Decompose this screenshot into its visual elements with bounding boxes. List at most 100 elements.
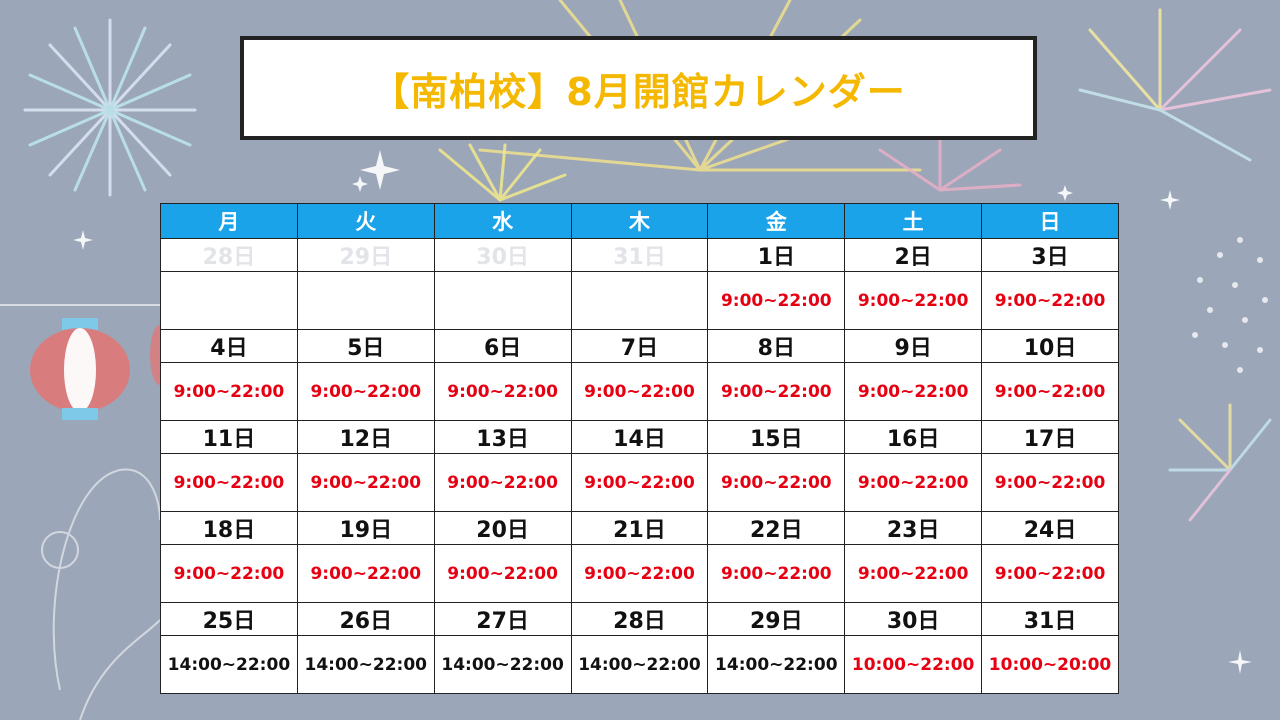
opening-hours-cell: 9:00~22:00 (433, 453, 572, 512)
date-cell: 27日 (433, 602, 572, 636)
august-calendar-table: 月 火 水 木 金 土 日 28日 29日 30日 31日 1日 2日 3日 9:00~22:… (160, 203, 1119, 694)
date-cell: 20日 (433, 511, 572, 545)
weekday-header-mon: 月 (160, 203, 298, 239)
date-row: 4日 5日 6日 7日 8日 9日 10日 (160, 329, 1119, 363)
date-cell: 31日 (570, 238, 709, 272)
opening-hours-cell (433, 271, 572, 330)
date-cell: 28日 (160, 238, 298, 272)
hours-row: 9:00~22:00 9:00~22:00 9:00~22:00 9:00~22:00… (160, 453, 1119, 512)
firework-burst-mid-right (878, 138, 1022, 192)
opening-hours-cell: 9:00~22:00 (160, 362, 298, 421)
date-cell: 13日 (433, 420, 572, 454)
date-cell: 8日 (707, 329, 846, 363)
opening-hours-cell: 9:00~22:00 (707, 362, 846, 421)
weekday-header-thu: 木 (570, 203, 709, 239)
date-cell: 23日 (844, 511, 983, 545)
firework-burst-center (438, 143, 567, 202)
opening-hours-cell: 9:00~22:00 (707, 453, 846, 512)
date-cell: 15日 (707, 420, 846, 454)
opening-hours-cell: 9:00~22:00 (844, 362, 983, 421)
date-cell: 17日 (981, 420, 1119, 454)
firework-burst-bottom-right (1168, 403, 1272, 522)
date-cell: 3日 (981, 238, 1119, 272)
opening-hours-cell: 9:00~22:00 (296, 453, 435, 512)
opening-hours-cell: 9:00~22:00 (160, 544, 298, 603)
opening-hours-cell (570, 271, 709, 330)
opening-hours-cell: 14:00~22:00 (160, 635, 298, 694)
date-cell: 4日 (160, 329, 298, 363)
opening-hours-cell: 9:00~22:00 (570, 544, 709, 603)
date-cell: 29日 (707, 602, 846, 636)
opening-hours-cell: 9:00~22:00 (981, 362, 1119, 421)
opening-hours-cell: 14:00~22:00 (433, 635, 572, 694)
date-cell: 29日 (296, 238, 435, 272)
weekday-header-sun: 日 (981, 203, 1119, 239)
page-title: 【南柏校】8月開館カレンダー (371, 69, 906, 114)
date-cell: 30日 (844, 602, 983, 636)
weekday-header-fri: 金 (707, 203, 846, 239)
hours-row: 9:00~22:00 9:00~22:00 9:00~22:00 (160, 271, 1119, 330)
opening-hours-cell (160, 271, 298, 330)
weekday-header-row: 月 火 水 木 金 土 日 (160, 203, 1119, 239)
opening-hours-cell: 9:00~22:00 (296, 544, 435, 603)
date-cell: 30日 (433, 238, 572, 272)
hours-row: 14:00~22:00 14:00~22:00 14:00~22:00 14:00~2… (160, 635, 1119, 694)
date-cell: 14日 (570, 420, 709, 454)
dot-firework-right (1192, 237, 1268, 373)
date-cell: 21日 (570, 511, 709, 545)
lantern-icon (0, 304, 170, 420)
date-cell: 2日 (844, 238, 983, 272)
date-cell: 24日 (981, 511, 1119, 545)
opening-hours-cell: 9:00~22:00 (160, 453, 298, 512)
date-cell: 18日 (160, 511, 298, 545)
hours-row: 9:00~22:00 9:00~22:00 9:00~22:00 9:00~22:00… (160, 544, 1119, 603)
opening-hours-cell: 9:00~22:00 (570, 362, 709, 421)
firework-burst-top-right (1078, 8, 1272, 162)
hours-row: 9:00~22:00 9:00~22:00 9:00~22:00 9:00~22:00… (160, 362, 1119, 421)
girl-line-drawing (41, 468, 161, 720)
opening-hours-cell: 9:00~22:00 (433, 544, 572, 603)
date-cell: 22日 (707, 511, 846, 545)
firework-burst-top-left (23, 18, 197, 197)
opening-hours-cell: 14:00~22:00 (707, 635, 846, 694)
opening-hours-cell: 9:00~22:00 (296, 362, 435, 421)
opening-hours-cell (296, 271, 435, 330)
date-cell: 9日 (844, 329, 983, 363)
calendar-body: 28日 29日 30日 31日 1日 2日 3日 9:00~22:00 9:00~22:00 9:… (160, 238, 1119, 694)
opening-hours-cell: 9:00~22:00 (707, 544, 846, 603)
date-cell: 11日 (160, 420, 298, 454)
date-cell: 7日 (570, 329, 709, 363)
opening-hours-cell: 10:00~22:00 (844, 635, 983, 694)
opening-hours-cell: 9:00~22:00 (981, 453, 1119, 512)
weekday-header-sat: 土 (844, 203, 983, 239)
opening-hours-cell: 9:00~22:00 (433, 362, 572, 421)
sparkle-icons (73, 150, 1252, 674)
opening-hours-cell: 9:00~22:00 (570, 453, 709, 512)
opening-hours-cell: 14:00~22:00 (570, 635, 709, 694)
date-cell: 5日 (296, 329, 435, 363)
date-cell: 10日 (981, 329, 1119, 363)
opening-hours-cell: 9:00~22:00 (981, 544, 1119, 603)
opening-hours-cell: 9:00~22:00 (981, 271, 1119, 330)
date-row: 18日 19日 20日 21日 22日 23日 24日 (160, 511, 1119, 545)
date-cell: 31日 (981, 602, 1119, 636)
date-cell: 1日 (707, 238, 846, 272)
title-banner: 【南柏校】8月開館カレンダー (240, 36, 1037, 140)
opening-hours-cell: 9:00~22:00 (707, 271, 846, 330)
date-row: 28日 29日 30日 31日 1日 2日 3日 (160, 238, 1119, 272)
weekday-header-wed: 水 (433, 203, 572, 239)
date-row: 11日 12日 13日 14日 15日 16日 17日 (160, 420, 1119, 454)
date-cell: 12日 (296, 420, 435, 454)
date-cell: 19日 (296, 511, 435, 545)
opening-hours-cell: 14:00~22:00 (296, 635, 435, 694)
date-row: 25日 26日 27日 28日 29日 30日 31日 (160, 602, 1119, 636)
opening-hours-cell: 9:00~22:00 (844, 453, 983, 512)
opening-hours-cell: 9:00~22:00 (844, 544, 983, 603)
opening-hours-cell: 10:00~20:00 (981, 635, 1119, 694)
date-cell: 28日 (570, 602, 709, 636)
date-cell: 6日 (433, 329, 572, 363)
opening-hours-cell: 9:00~22:00 (844, 271, 983, 330)
date-cell: 25日 (160, 602, 298, 636)
date-cell: 16日 (844, 420, 983, 454)
